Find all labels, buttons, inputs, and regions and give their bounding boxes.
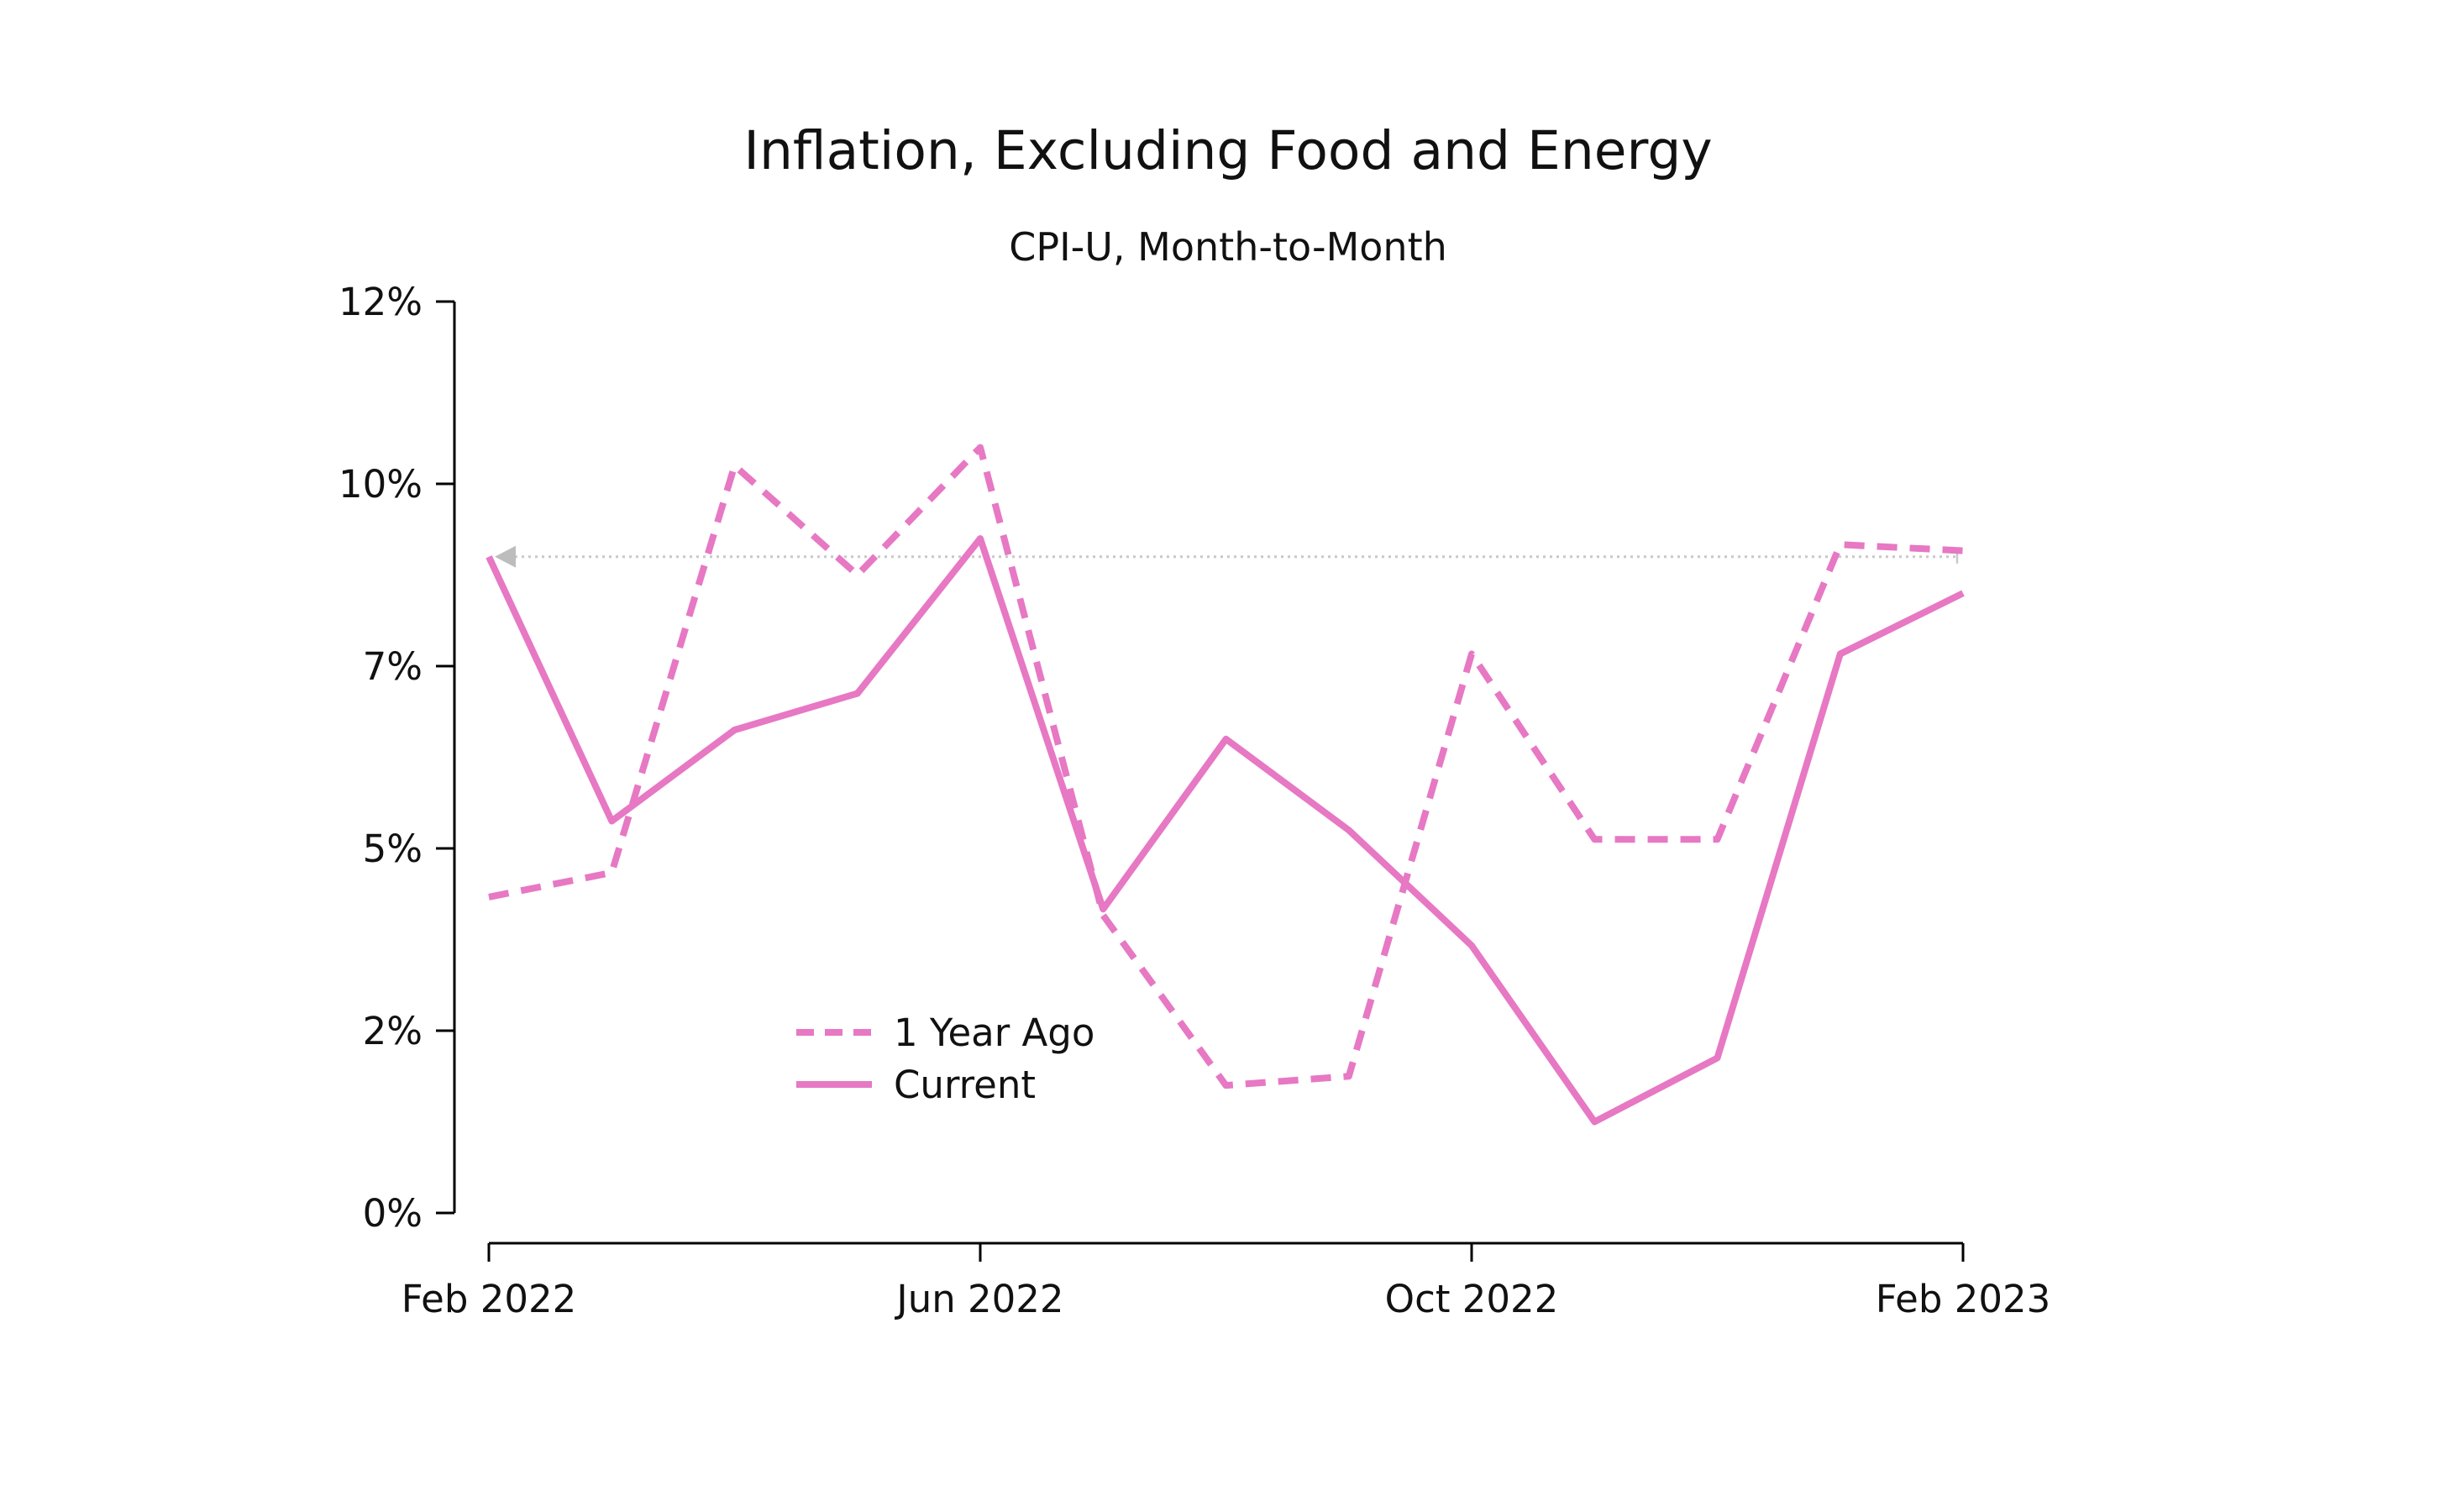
series-line-current (486, 535, 1965, 1126)
y-tick-label: 5% (363, 827, 423, 871)
y-tick-label: 0% (363, 1191, 423, 1236)
y-tick-label: 10% (339, 462, 423, 507)
series-line-1-year-ago (488, 444, 1964, 1089)
y-tick-label: 12% (339, 280, 423, 324)
x-tick-label: Oct 2022 (1385, 1277, 1559, 1321)
y-tick-label: 7% (363, 644, 423, 689)
series-lines (486, 444, 1965, 1126)
chart-title: Inflation, Excluding Food and Energy (743, 120, 1712, 181)
legend-label-1-year-ago: 1 Year Ago (894, 1011, 1094, 1055)
x-tick-label: Jun 2022 (894, 1277, 1063, 1321)
reference-arrow-line (495, 545, 1959, 568)
legend-label-current: Current (894, 1063, 1036, 1107)
chart-subtitle: CPI-U, Month-to-Month (1009, 224, 1447, 270)
legend: 1 Year Ago Current (796, 1011, 1094, 1107)
left-arrowhead-icon (495, 545, 516, 568)
x-tick-label: Feb 2023 (1876, 1277, 2051, 1321)
axes: 0% 2% 5% 7% 10% 12% Feb 2022 Jun 2022 Oct 2022 Fe… (339, 280, 2050, 1321)
x-tick-label: Feb 2022 (402, 1277, 577, 1321)
y-tick-label: 2% (363, 1009, 423, 1053)
